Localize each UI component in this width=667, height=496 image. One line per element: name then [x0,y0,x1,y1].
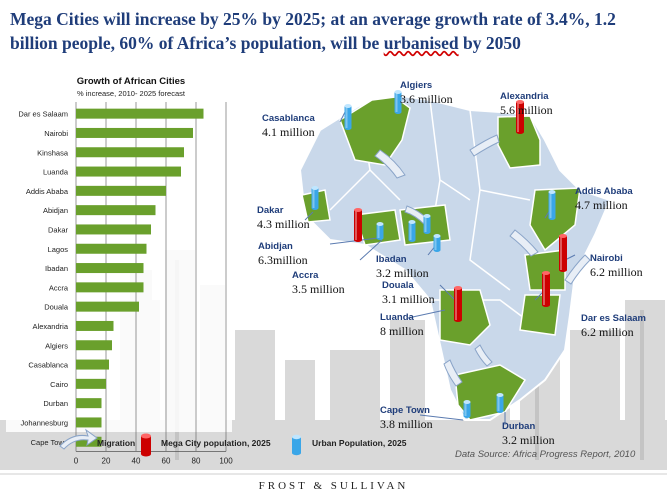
population-cylinders [311,90,567,418]
urban-cylinder [433,234,441,252]
map-label-abidjan: Abidjan 6.3million [258,241,308,267]
map-label-accra: Accra 3.5 million [292,270,345,296]
map-label-ibadan: Ibadan 3.2 million [376,254,429,280]
map-label-luanda: Luanda 8 million [380,312,424,338]
x-tick-label: 80 [192,456,201,465]
urban-cylinder [376,222,384,240]
footer-brand: FROST & SULLIVAN [258,480,409,492]
bar-luanda [76,166,181,177]
bar-ibadan [76,263,144,274]
x-tick-label: 0 [74,456,79,465]
category-label: Luanda [43,168,69,177]
category-label: Durban [43,399,68,408]
category-label: Dar es Salaam [18,110,68,119]
bar-algiers [76,340,112,351]
bar-casablanca [76,359,109,370]
mega-city-cylinder [542,271,550,307]
legend-migration: Migration [97,438,136,448]
x-tick-label: 60 [162,456,171,465]
chart-title: Growth of African Cities [77,76,185,87]
legend-urban: Urban Population, 2025 [312,438,407,448]
map-label-dar-es-salaam: Dar es Salaam 6.2 million [581,313,646,339]
legend-mega-city-cylinder [141,433,151,457]
map-label-durban: Durban 3.2 million [502,421,555,447]
bar-douala [76,301,139,312]
bar-dar-es-salaam [76,108,204,119]
map-label-casablanca: Casablanca 4.1 million [262,113,315,139]
category-label: Accra [49,283,69,292]
map-label-nairobi: Nairobi 6.2 million [590,253,643,279]
category-label: Abidjan [43,206,68,215]
category-label: Dakar [48,225,69,234]
mega-city-cylinder [354,208,362,242]
category-label: Ibadan [45,264,68,273]
chart-x-ticks: 0 20 40 60 80 100 [74,456,233,465]
chart-category-labels: Dar es Salaam Nairobi Kinshasa Luanda Addis … [18,110,68,447]
map-label-alexandria: Alexandria 5.6 million [500,91,553,117]
bar-alexandria [76,320,114,331]
map-label-addis-ababa: Addis Ababa 4.7 million [575,186,633,212]
chart-grid [75,102,227,452]
page-title: Mega Cities will increase by 25% by 2025… [10,9,616,53]
category-label: Alexandria [33,322,69,331]
x-tick-label: 20 [102,456,111,465]
map-label-cape-town: Cape Town 3.8 million [380,405,433,431]
urban-cylinder [394,90,402,114]
urban-cylinder [496,393,504,413]
map-label-douala: Douala 3.1 million [382,280,435,306]
category-label: Douala [44,303,69,312]
category-label: Cairo [50,380,68,389]
category-label: Addis Ababa [26,187,69,196]
mega-city-cylinder [454,286,462,322]
legend-urban-cylinder [292,434,301,456]
urban-cylinder [463,400,471,418]
category-label: Cape Town [31,438,68,447]
category-label: Lagos [48,245,69,254]
bar-addis-ababa [76,185,166,196]
bar-abidjan [76,205,156,216]
urban-cylinder [408,220,416,242]
category-label: Casablanca [28,361,68,370]
urban-cylinder [423,214,431,234]
urban-cylinder [311,186,319,210]
mega-city-cylinder [516,100,524,134]
urban-cylinder [344,104,352,130]
mega-city-cylinder [559,234,567,272]
category-label: Kinshasa [37,148,69,157]
chart-subtitle: % increase, 2010- 2025 forecast [77,89,186,98]
category-label: Johannesburg [20,418,68,427]
x-tick-label: 40 [132,456,141,465]
legend-migration-arrow [59,428,98,450]
bar-kinshasa [76,147,184,158]
bar-accra [76,282,144,293]
map-label-dakar: Dakar 4.3 million [257,205,310,231]
bar-nairobi [76,127,193,138]
bar-durban [76,398,102,409]
bar-dakar [76,224,151,235]
bar-johannesburg [76,417,102,428]
map-label-algiers: Algiers 3.6 million [400,80,453,106]
category-label: Algiers [45,341,68,350]
bar-cairo [76,378,106,389]
urban-cylinder [548,190,556,220]
category-label: Nairobi [44,129,68,138]
data-source: Data Source: Africa Progress Report, 201… [455,449,636,460]
legend-mega-city: Mega City population, 2025 [161,438,271,448]
x-tick-label: 100 [219,456,233,465]
bar-lagos [76,243,147,254]
